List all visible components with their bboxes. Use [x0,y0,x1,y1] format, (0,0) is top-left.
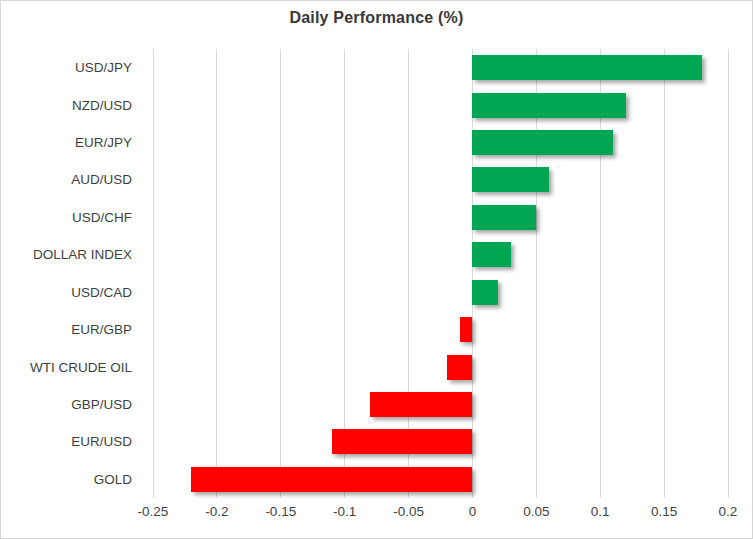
category-label: EUR/GBP [1,323,132,337]
x-axis-tick-label: -0.25 [138,504,169,519]
bar-usd-jpy [472,55,702,80]
category-label: USD/CHF [1,211,132,225]
category-label: AUD/USD [1,173,132,187]
gridline [728,49,729,498]
x-axis-tick-label: 0 [469,504,477,519]
bar-gold [191,467,472,492]
daily-performance-chart: Daily Performance (%) USD/JPY NZD/USD EUR/… [0,0,753,539]
bar-eur-gbp [460,317,473,342]
x-axis-tick-label: -0.2 [205,504,228,519]
bar-eur-usd [332,429,473,454]
x-axis-tick-labels: -0.25 -0.2 -0.15 -0.1 -0.05 0 0.05 0.1 0.15 0.2 [1,504,753,528]
y-axis-category-labels: USD/JPY NZD/USD EUR/JPY AUD/USD USD/CHF DOLLA… [1,49,142,498]
bar-dollar-index [472,242,510,267]
category-label: GBP/USD [1,398,132,412]
gridline [216,49,217,498]
x-axis-tick-label: 0.15 [651,504,677,519]
gridline [153,49,154,498]
category-label: NZD/USD [1,99,132,113]
chart-title: Daily Performance (%) [1,9,752,27]
gridline [664,49,665,498]
bar-wti-crude-oil [447,355,473,380]
category-label: DOLLAR INDEX [1,248,132,262]
gridline [280,49,281,498]
category-label: USD/JPY [1,61,132,75]
category-label: WTI CRUDE OIL [1,361,132,375]
x-axis-tick-label: 0.2 [719,504,738,519]
category-label: EUR/USD [1,435,132,449]
x-axis-tick-label: 0.05 [523,504,549,519]
x-axis-tick-label: -0.1 [333,504,356,519]
category-label: GOLD [1,473,132,487]
plot-area [153,49,728,498]
x-axis-tick-label: -0.05 [393,504,424,519]
category-label: EUR/JPY [1,136,132,150]
bar-aud-usd [472,167,549,192]
bar-nzd-usd [472,93,625,118]
bar-eur-jpy [472,130,613,155]
bar-usd-cad [472,280,498,305]
bar-gbp-usd [370,392,472,417]
x-axis-tick-label: -0.15 [265,504,296,519]
bar-usd-chf [472,205,536,230]
category-label: USD/CAD [1,286,132,300]
x-axis-tick-label: 0.1 [591,504,610,519]
